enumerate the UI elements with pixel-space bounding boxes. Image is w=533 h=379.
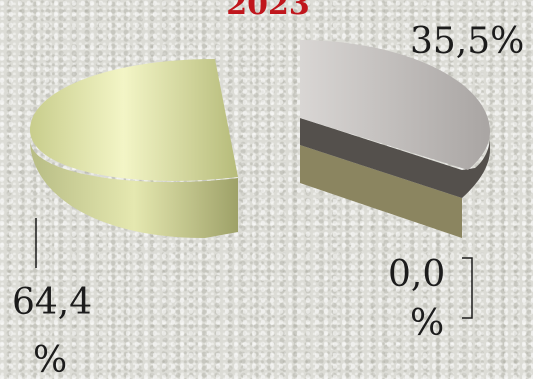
pie-slice-35-5-side [300,118,490,198]
data-label-0-0-unit: % [410,303,444,344]
data-label-35-5: 35,5% [410,21,524,62]
data-label-64-4-unit: % [33,340,67,379]
data-label-0-0-value: 0,0 [388,254,445,295]
chart-title: 2023 [226,0,310,22]
pie-slice-35-5 [300,40,490,170]
pie-slice-64-4 [30,59,238,181]
data-label-64-4-value: 64,4 [12,282,92,323]
leader-line-0-0 [462,257,473,319]
pie-slice-0-0 [300,145,462,238]
pie-slice-64-4-side [30,140,238,238]
